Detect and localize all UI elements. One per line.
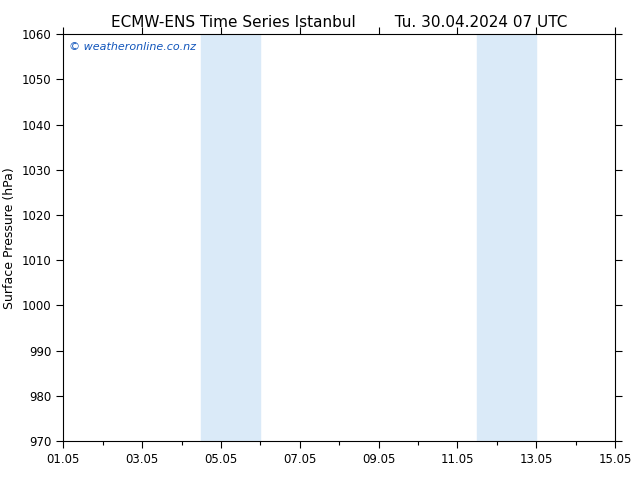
Text: © weatheronline.co.nz: © weatheronline.co.nz bbox=[69, 43, 196, 52]
Y-axis label: Surface Pressure (hPa): Surface Pressure (hPa) bbox=[3, 167, 16, 309]
Bar bbox=[202, 34, 261, 441]
Bar bbox=[477, 34, 536, 441]
Title: ECMW-ENS Time Series Istanbul        Tu. 30.04.2024 07 UTC: ECMW-ENS Time Series Istanbul Tu. 30.04.… bbox=[111, 15, 567, 30]
